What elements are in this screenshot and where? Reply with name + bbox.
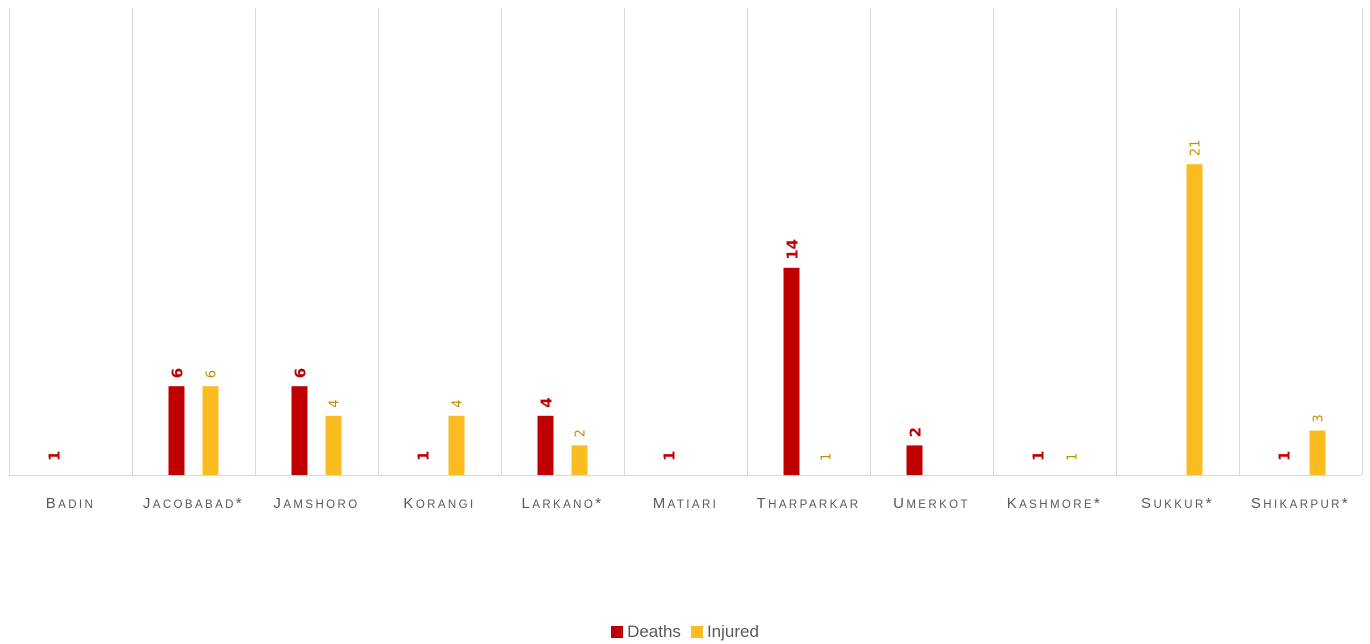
bar-injured xyxy=(325,415,342,475)
category-gridlines xyxy=(9,8,1363,476)
bar-deaths xyxy=(783,267,800,475)
data-label-deaths: 4 xyxy=(538,397,556,407)
x-tick-label: MATIARI xyxy=(653,495,719,512)
data-label-deaths: 1 xyxy=(415,451,433,461)
legend: Deaths Injured xyxy=(0,622,1370,642)
bar-injured xyxy=(1309,430,1326,475)
x-tick-label: JAMSHORO xyxy=(273,495,359,512)
data-label-deaths: 6 xyxy=(169,368,187,378)
bars xyxy=(168,164,1326,475)
x-tick-label: UMERKOT xyxy=(893,495,970,512)
data-label-deaths: 6 xyxy=(292,368,310,378)
bar-injured xyxy=(448,415,465,475)
legend-swatch xyxy=(611,626,624,638)
data-label-deaths: 14 xyxy=(784,239,802,260)
x-tick-label: BADIN xyxy=(46,495,95,512)
legend-label: Deaths xyxy=(627,622,681,641)
x-tick-label: KORANGI xyxy=(403,495,475,512)
bar-deaths xyxy=(168,386,185,475)
data-label-deaths: 1 xyxy=(46,451,64,461)
legend-item-injured: Injured xyxy=(690,622,759,642)
legend-label: Injured xyxy=(706,622,759,641)
bar-injured xyxy=(1186,164,1203,475)
data-label-injured: 4 xyxy=(451,400,466,408)
data-label-deaths: 2 xyxy=(907,427,925,437)
x-axis: BADIN JACOBABAD* JAMSHORO KORANGI LARKANO* MA… xyxy=(46,495,1350,512)
data-label-injured: 21 xyxy=(1189,140,1204,157)
bar-deaths xyxy=(537,415,554,475)
data-label-injured: 2 xyxy=(574,429,589,437)
data-label-deaths: 1 xyxy=(661,451,679,461)
x-tick-label: LARKANO* xyxy=(522,495,604,512)
legend-swatch xyxy=(690,626,703,638)
x-tick-label: JACOBABAD* xyxy=(143,495,244,512)
data-label-injured: 4 xyxy=(328,400,343,408)
x-tick-label: SHIKARPUR* xyxy=(1251,495,1350,512)
data-label-injured: 6 xyxy=(205,370,220,378)
bar-injured xyxy=(202,386,219,475)
x-tick-label: THARPARKAR xyxy=(757,495,861,512)
data-label-injured: 1 xyxy=(1066,453,1081,461)
data-label-injured: 3 xyxy=(1312,414,1327,422)
data-label-deaths: 1 xyxy=(1030,451,1048,461)
bar-injured xyxy=(571,445,588,475)
data-label-injured: 1 xyxy=(820,453,835,461)
bar-deaths xyxy=(906,445,923,475)
x-tick-label: SUKKUR* xyxy=(1141,495,1214,512)
legend-item-deaths: Deaths xyxy=(611,622,681,642)
x-tick-label: KASHMORE* xyxy=(1007,495,1103,512)
data-label-deaths: 1 xyxy=(1276,451,1294,461)
bar-deaths xyxy=(291,386,308,475)
